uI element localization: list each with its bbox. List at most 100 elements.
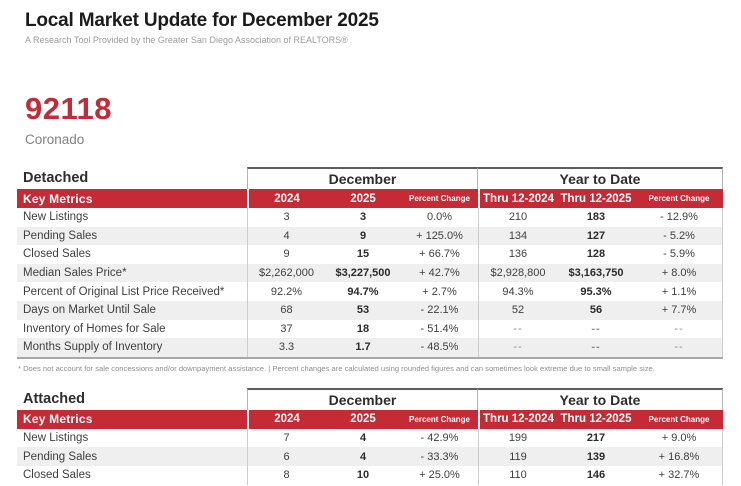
cell-thru-2024: --	[478, 319, 557, 339]
table-bottom-rule	[17, 356, 723, 359]
cell-2024: 4	[247, 226, 325, 246]
column-header-percent-change: Percent Change	[409, 414, 470, 424]
table-row: Closed Sales 8 10 + 25.0% 110 146 + 32.7…	[17, 465, 723, 485]
section-title-detached: Detached	[23, 170, 89, 186]
table-row: Days on Market Until Sale 68 53 - 22.1% …	[17, 300, 723, 320]
cell-thru-2025: 183	[586, 211, 606, 224]
area-name: Coronado	[25, 132, 85, 147]
cell-percent-change-ytd: + 8.0%	[661, 267, 697, 280]
cell-percent-change: + 42.7%	[419, 267, 460, 280]
column-header-2025: 2025	[350, 192, 376, 205]
cell-2025: 3	[359, 211, 367, 224]
cell-2024: 7	[247, 428, 325, 448]
column-header-percent-change: Percent Change	[409, 194, 470, 203]
metric-label: Percent of Original List Price Received*	[23, 285, 225, 298]
cell-thru-2025: 95.3%	[580, 285, 612, 298]
cell-percent-change: + 66.7%	[419, 248, 460, 261]
cell-percent-change-ytd: - 5.2%	[663, 229, 695, 242]
table-row: New Listings 7 4 - 42.9% 199 217 + 9.0%	[17, 428, 723, 448]
cell-thru-2024: --	[478, 338, 557, 357]
cell-2025: $3,227,500	[335, 267, 391, 280]
column-header-2024: 2024	[247, 409, 325, 429]
cell-thru-2024: 134	[478, 226, 557, 246]
cell-2024: 8	[247, 465, 325, 485]
cell-percent-change-ytd: - 5.9%	[663, 248, 695, 261]
cell-thru-2024: 110	[478, 465, 557, 485]
metric-label: New Listings	[23, 211, 89, 224]
group-year-to-date: Year to Date	[478, 387, 723, 410]
cell-percent-change: + 2.7%	[422, 285, 457, 298]
cell-2025: 4	[359, 432, 367, 445]
group-header-row: Detached December Year to Date	[17, 167, 723, 189]
report-header: Local Market Update for December 2025 A …	[0, 0, 741, 46]
group-header-row: Attached December Year to Date	[17, 387, 723, 410]
cell-percent-change: + 125.0%	[416, 229, 463, 242]
key-metrics-label: Key Metrics	[23, 191, 93, 206]
cell-percent-change: - 22.1%	[420, 304, 459, 317]
cell-thru-2025: 217	[586, 432, 606, 445]
metric-label: Pending Sales	[23, 450, 98, 463]
page-title: Local Market Update for December 2025	[25, 10, 379, 31]
cell-2025: 4	[359, 450, 367, 463]
section-title-attached: Attached	[23, 390, 86, 407]
cell-thru-2025: $3,163,750	[568, 267, 624, 280]
cell-thru-2024: 199	[478, 428, 557, 448]
cell-percent-change-ytd: + 16.8%	[658, 450, 700, 463]
cell-thru-2025: --	[591, 341, 601, 354]
cell-thru-2025: 139	[586, 450, 606, 463]
cell-percent-change-ytd: + 7.7%	[661, 304, 697, 317]
table-row: New Listings 3 3 0.0% 210 183 - 12.9%	[17, 208, 723, 227]
metric-label: Median Sales Price*	[23, 267, 127, 280]
table-body: New Listings 3 3 0.0% 210 183 - 12.9% Pe…	[17, 208, 723, 357]
location-block: 92118 Coronado	[0, 93, 741, 148]
table-body: New Listings 7 4 - 42.9% 199 217 + 9.0% …	[17, 428, 723, 485]
column-header-percent-change-ytd: Percent Change	[648, 194, 710, 203]
cell-percent-change: - 42.9%	[420, 432, 459, 445]
table-row: Pending Sales 4 9 + 125.0% 134 127 - 5.2…	[17, 226, 723, 246]
cell-percent-change: + 25.0%	[419, 469, 460, 482]
cell-2024: 68	[247, 300, 325, 320]
metric-label: Inventory of Homes for Sale	[23, 322, 166, 335]
cell-percent-change-ytd: - 12.9%	[660, 211, 698, 224]
cell-thru-2024: $2,928,800	[478, 263, 557, 283]
key-metrics-bar: Key Metrics 2024 2025 Percent Change Thr…	[17, 189, 723, 208]
column-header-2024: 2024	[247, 189, 325, 208]
cell-2025: 53	[356, 304, 370, 317]
cell-2024: 9	[247, 245, 325, 264]
detached-table: Detached December Year to Date Key Metri…	[17, 167, 723, 359]
cell-thru-2024: 210	[478, 208, 557, 227]
table-row: Percent of Original List Price Received*…	[17, 282, 723, 301]
metric-label: New Listings	[23, 432, 89, 445]
metric-label: Pending Sales	[23, 229, 98, 242]
column-header-thru-2025: Thru 12-2025	[560, 413, 632, 426]
metric-label: Closed Sales	[23, 248, 91, 261]
cell-percent-change: 0.0%	[426, 211, 453, 224]
cell-thru-2024: 136	[478, 245, 557, 264]
cell-thru-2024: 94.3%	[478, 282, 557, 301]
cell-percent-change-ytd: + 32.7%	[658, 469, 700, 482]
cell-thru-2025: 127	[586, 229, 606, 242]
cell-2025: 9	[359, 229, 367, 242]
metric-label: Closed Sales	[23, 469, 91, 482]
key-metrics-bar: Key Metrics 2024 2025 Percent Change Thr…	[17, 409, 723, 429]
table-row: Median Sales Price* $2,262,000 $3,227,50…	[17, 263, 723, 283]
cell-2024: 37	[247, 319, 325, 339]
cell-thru-2025: 128	[586, 248, 606, 261]
key-metrics-label: Key Metrics	[23, 412, 93, 427]
table-row: Inventory of Homes for Sale 37 18 - 51.4…	[17, 319, 723, 339]
column-header-thru-2024: Thru 12-2024	[478, 409, 557, 429]
cell-percent-change-ytd: + 9.0%	[661, 432, 697, 445]
cell-thru-2024: 119	[478, 447, 557, 466]
cell-thru-2024: 52	[478, 300, 557, 320]
attached-table: Attached December Year to Date Key Metri…	[17, 387, 723, 485]
cell-percent-change-ytd: --	[674, 341, 684, 354]
cell-2024: 92.2%	[247, 282, 325, 301]
cell-2025: 10	[356, 469, 370, 482]
cell-2025: 94.7%	[347, 285, 379, 298]
table-row: Pending Sales 6 4 - 33.3% 119 139 + 16.8…	[17, 447, 723, 466]
page-subtitle: A Research Tool Provided by the Greater …	[25, 35, 348, 45]
cell-2024: 3	[247, 208, 325, 227]
group-year-to-date: Year to Date	[478, 167, 723, 189]
cell-thru-2025: 56	[589, 304, 603, 317]
